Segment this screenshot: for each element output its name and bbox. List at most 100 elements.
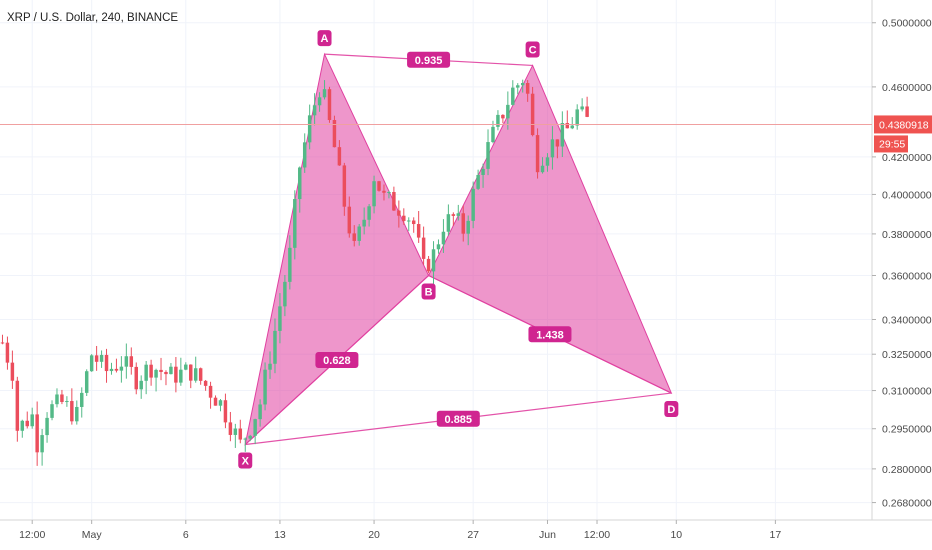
time-axis[interactable]: 12:00 May 6 13 20 27 Jun 12:00 10 17 bbox=[19, 520, 781, 541]
candle-body bbox=[65, 401, 69, 403]
candle-body bbox=[446, 214, 451, 232]
candle-body bbox=[560, 123, 565, 147]
candle-body bbox=[114, 368, 119, 371]
y-tick-label: 0.2800000 bbox=[882, 464, 932, 476]
candle-body bbox=[575, 109, 579, 126]
candle-body bbox=[293, 199, 297, 248]
candle-body bbox=[129, 356, 134, 367]
pattern-point-box bbox=[421, 283, 436, 300]
ratio-label-box bbox=[407, 51, 451, 68]
candle-body bbox=[342, 165, 347, 207]
candle-body bbox=[540, 165, 545, 173]
ratio-label: 0.885 bbox=[445, 414, 473, 426]
candle-body bbox=[570, 125, 574, 129]
candle-body bbox=[516, 85, 520, 88]
x-tick-label: 17 bbox=[770, 529, 782, 541]
price-axis[interactable]: 0.5000000 0.4600000 0.4200000 0.4000000 0.38… bbox=[872, 18, 932, 510]
candle-body bbox=[322, 89, 327, 98]
pattern-point-box bbox=[664, 401, 679, 418]
candle-body bbox=[327, 89, 332, 121]
candle-body bbox=[585, 106, 589, 117]
pattern-point-box bbox=[238, 452, 253, 469]
current-price-tag bbox=[874, 115, 932, 134]
candle-body bbox=[506, 104, 510, 119]
y-tick-label: 0.2680000 bbox=[882, 498, 932, 510]
candle-body bbox=[511, 87, 515, 105]
candle-body bbox=[461, 213, 465, 234]
candle-body bbox=[169, 366, 173, 375]
candle-body bbox=[149, 364, 153, 378]
candle-body bbox=[99, 354, 104, 362]
candle-body bbox=[278, 306, 282, 331]
candle-body bbox=[45, 417, 49, 436]
candle-body bbox=[35, 414, 39, 453]
pattern-point-box bbox=[525, 41, 540, 58]
candle-body bbox=[164, 371, 168, 375]
candle-body bbox=[555, 139, 560, 147]
x-tick-label: 13 bbox=[274, 529, 286, 541]
x-tick-label: 10 bbox=[670, 529, 682, 541]
candle-body bbox=[80, 392, 84, 407]
candle-body bbox=[154, 369, 158, 378]
candle-body bbox=[545, 157, 550, 166]
candle-body bbox=[431, 249, 436, 272]
candle-body bbox=[491, 126, 495, 143]
y-tick-label: 0.3400000 bbox=[882, 314, 932, 326]
pattern-triangle-xab[interactable] bbox=[244, 52, 430, 446]
candle-body bbox=[421, 237, 426, 259]
candle-body bbox=[580, 106, 584, 110]
candle-body bbox=[352, 233, 356, 241]
candle-body bbox=[486, 142, 490, 169]
pattern-point-box bbox=[317, 30, 332, 47]
candle-body bbox=[174, 366, 178, 383]
x-tick-label: 12:00 bbox=[19, 529, 45, 541]
ratio-label-box bbox=[315, 352, 359, 369]
pattern-point-label: X bbox=[242, 456, 250, 468]
y-tick-label: 0.3600000 bbox=[882, 271, 932, 283]
candle-body bbox=[387, 192, 391, 194]
candle-body bbox=[298, 167, 302, 200]
candle-body bbox=[565, 123, 570, 129]
pattern-point-label: D bbox=[667, 404, 675, 416]
candle-body bbox=[451, 214, 456, 216]
candle-body bbox=[263, 369, 267, 405]
candle-body bbox=[89, 355, 94, 372]
candle-body bbox=[471, 188, 475, 221]
x-tick-label: 12:00 bbox=[584, 529, 610, 541]
candle-body bbox=[60, 394, 64, 402]
pattern-point-label: B bbox=[425, 287, 433, 299]
candle-body bbox=[223, 400, 228, 423]
candle-body bbox=[283, 281, 287, 307]
candle-body bbox=[525, 83, 530, 94]
candle-body bbox=[441, 231, 446, 245]
candle-body bbox=[119, 366, 124, 371]
candle-body bbox=[104, 354, 109, 372]
candle-body bbox=[50, 404, 54, 418]
ratio-label-box bbox=[528, 326, 572, 343]
candle-body bbox=[307, 115, 312, 143]
candle-body bbox=[476, 174, 480, 189]
candle-body bbox=[243, 438, 247, 440]
candle-body bbox=[238, 428, 243, 440]
candle-body bbox=[25, 420, 29, 427]
candle-body bbox=[501, 114, 505, 119]
candle-body bbox=[70, 401, 74, 422]
candle-body bbox=[15, 380, 20, 431]
candle-body bbox=[530, 93, 535, 136]
candle-body bbox=[198, 368, 203, 381]
y-tick-label: 0.4200000 bbox=[882, 152, 932, 164]
candle-body bbox=[312, 105, 317, 116]
pattern-point-label: C bbox=[529, 44, 537, 56]
candle-body bbox=[184, 364, 188, 370]
candle-body bbox=[10, 362, 15, 381]
candle-body bbox=[535, 135, 540, 173]
candle-body bbox=[407, 220, 411, 222]
candle-body bbox=[253, 419, 257, 436]
candle-body bbox=[55, 394, 59, 405]
candle-body bbox=[362, 219, 366, 227]
x-tick-label: 27 bbox=[467, 529, 479, 541]
candle-body bbox=[5, 342, 10, 363]
candle-body bbox=[317, 97, 322, 106]
candle-body bbox=[0, 342, 5, 344]
